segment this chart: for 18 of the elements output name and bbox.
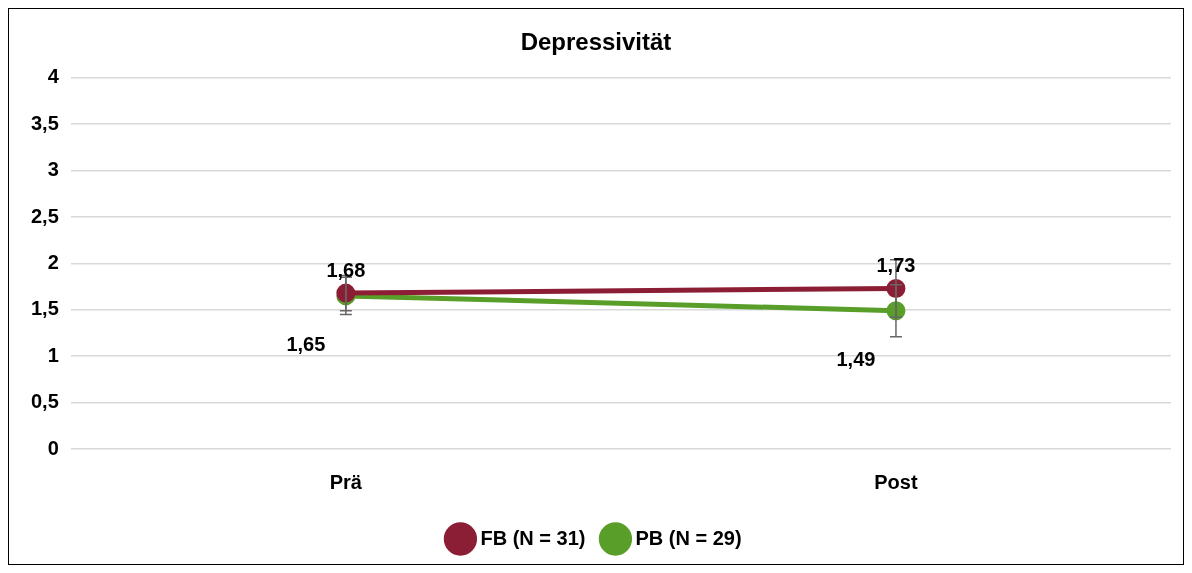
y-tick-label: 3,5 xyxy=(30,111,59,134)
legend-label: FB (N = 31) xyxy=(480,526,586,549)
data-label: 1,73 xyxy=(876,253,916,276)
data-label: 1,49 xyxy=(836,348,876,371)
y-tick-label: 3 xyxy=(47,158,59,181)
chart-title: Depressivität xyxy=(520,28,672,56)
y-tick-label: 4 xyxy=(47,65,60,88)
y-tick-label: 1 xyxy=(47,343,59,366)
y-tick-label: 0 xyxy=(47,436,59,459)
y-tick-label: 2,5 xyxy=(30,204,59,227)
x-tick-label: Post xyxy=(874,470,918,493)
data-label: 1,68 xyxy=(326,258,366,281)
y-tick-label: 1,5 xyxy=(30,297,59,320)
y-tick-label: 0,5 xyxy=(30,390,59,413)
legend-label: PB (N = 29) xyxy=(635,526,742,549)
y-tick-label: 2 xyxy=(47,250,59,273)
x-tick-label: Prä xyxy=(329,470,363,493)
data-label: 1,65 xyxy=(286,333,326,356)
